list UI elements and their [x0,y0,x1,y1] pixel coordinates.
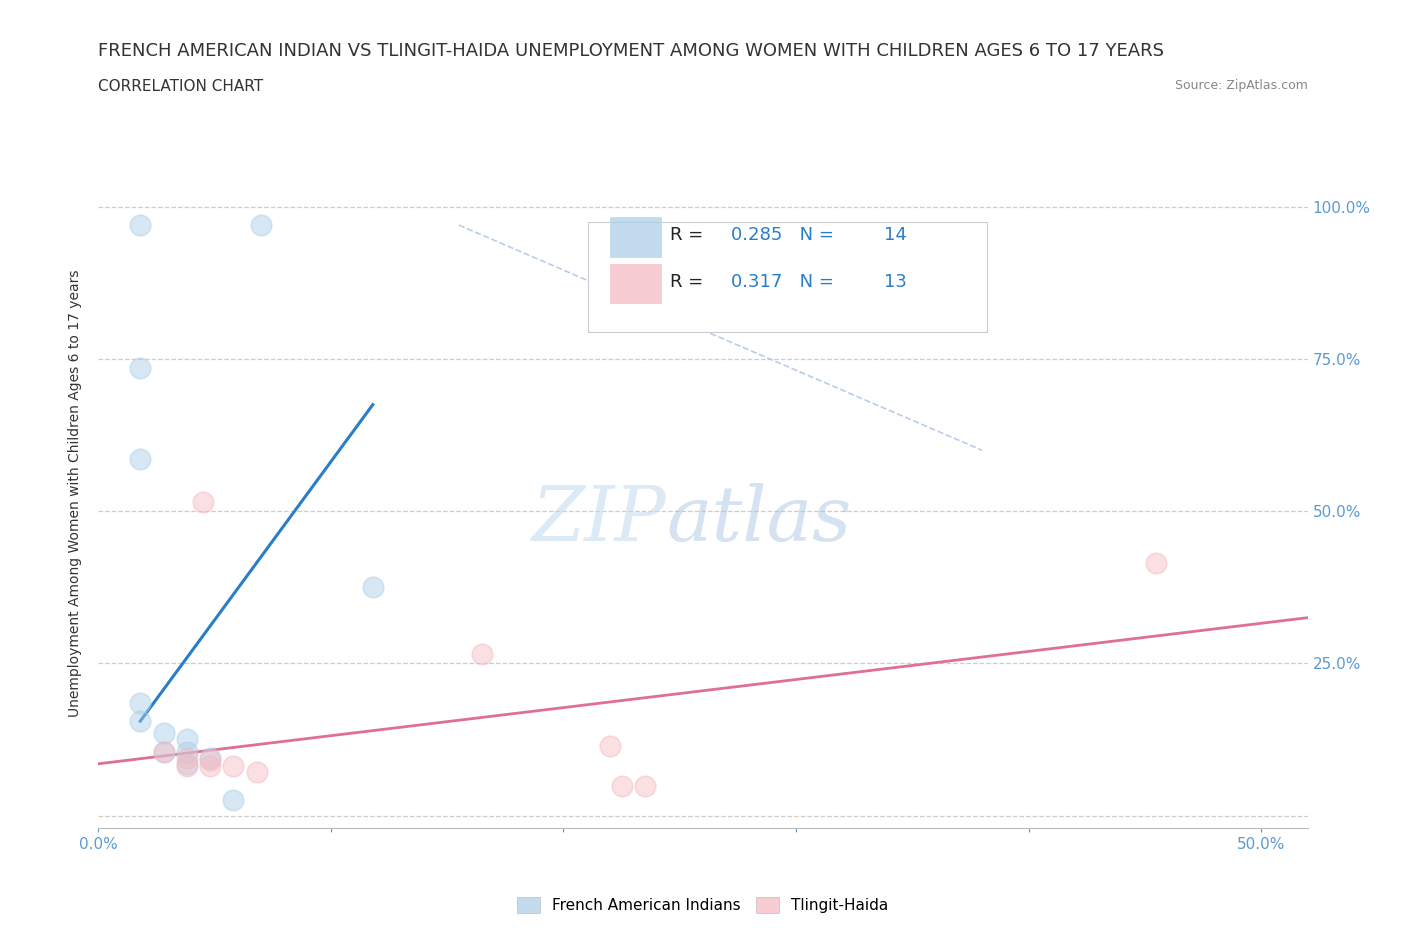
Point [634,778,657,793]
Text: 0.285   N =: 0.285 N = [731,226,839,244]
Point [129,713,152,728]
Text: 13: 13 [884,273,907,291]
Point [1146,555,1168,570]
Point [610,778,633,793]
Text: R =: R = [671,226,710,244]
Point [361,579,384,594]
Text: R =: R = [671,273,710,291]
Legend: French American Indians, Tlingit-Haida: French American Indians, Tlingit-Haida [513,893,893,918]
Point [129,452,152,467]
Point [152,726,174,741]
Text: FRENCH AMERICAN INDIAN VS TLINGIT-HAIDA UNEMPLOYMENT AMONG WOMEN WITH CHILDREN A: FRENCH AMERICAN INDIAN VS TLINGIT-HAIDA … [98,42,1164,60]
Point [198,752,221,767]
Point [471,646,494,661]
Point [176,758,198,773]
Text: CORRELATION CHART: CORRELATION CHART [98,79,263,94]
Point [152,744,174,759]
Point [176,756,198,771]
Point [129,696,152,711]
Text: ZIP: ZIP [531,483,666,557]
Point [176,732,198,747]
Point [222,758,245,773]
Point [129,218,152,232]
Point [129,361,152,376]
Text: 14: 14 [884,226,907,244]
Point [198,758,221,773]
Text: atlas: atlas [666,483,852,557]
Point [250,218,273,232]
Point [152,744,174,759]
Y-axis label: Unemployment Among Women with Children Ages 6 to 17 years: Unemployment Among Women with Children A… [69,269,83,717]
Point [191,495,214,510]
Text: 0.317   N =: 0.317 N = [731,273,839,291]
Point [599,738,621,753]
FancyBboxPatch shape [588,221,987,332]
Point [176,751,198,765]
Point [198,751,221,765]
Text: Source: ZipAtlas.com: Source: ZipAtlas.com [1174,79,1308,92]
Point [176,744,198,759]
Point [245,764,267,779]
Point [222,793,245,808]
FancyBboxPatch shape [610,264,661,303]
FancyBboxPatch shape [610,217,661,257]
